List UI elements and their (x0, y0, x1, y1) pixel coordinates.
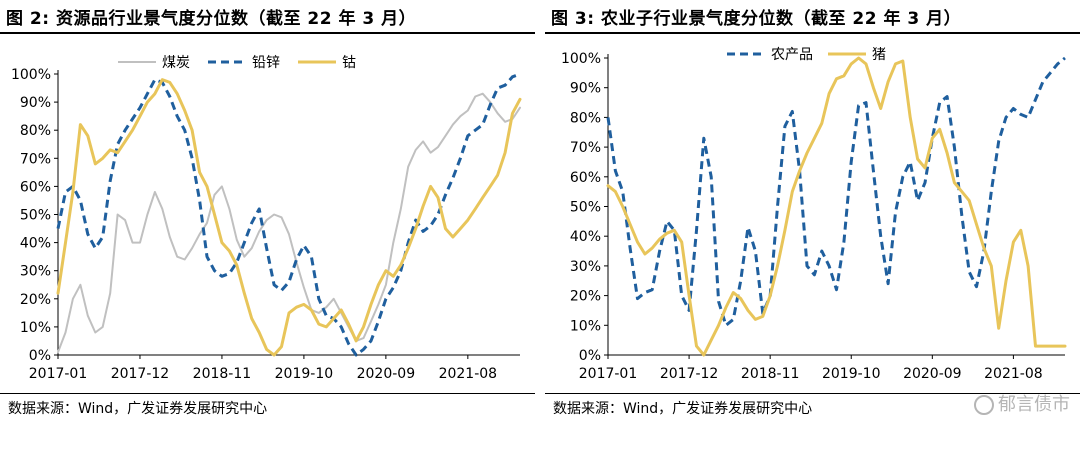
x-tick-label: 2017-01 (29, 366, 88, 382)
x-tick-label: 2019-10 (822, 366, 881, 382)
source-rule (0, 393, 535, 394)
x-tick-label: 2018-11 (193, 366, 252, 382)
y-tick-label: 40% (570, 229, 601, 245)
legend-label: 农产品 (771, 47, 813, 63)
y-tick-label: 10% (20, 320, 51, 336)
y-tick-label: 80% (570, 110, 601, 126)
y-tick-label: 30% (570, 259, 601, 275)
series-line-1 (606, 56, 1067, 357)
source-note: 数据来源：Wind，广发证券发展研究中心 (553, 401, 813, 417)
y-tick-label: 30% (20, 264, 51, 280)
chart-title: 图 3: 农业子行业景气度分位数（截至 22 年 3 月） (551, 9, 962, 29)
series-line-0 (57, 92, 521, 354)
y-tick-label: 60% (570, 170, 601, 186)
x-tick-label: 2021-08 (984, 366, 1043, 382)
legend-label: 铅锌 (252, 55, 280, 71)
watermark: 郁言债市 (974, 390, 1070, 416)
y-tick-label: 10% (570, 318, 601, 334)
watermark-text: 郁言债市 (998, 394, 1070, 415)
y-tick-label: 20% (570, 289, 601, 305)
y-tick-label: 80% (20, 123, 51, 139)
x-tick-label: 2018-11 (741, 366, 800, 382)
y-tick-label: 20% (20, 292, 51, 308)
y-tick-label: 50% (570, 200, 601, 216)
series-line-2 (56, 78, 522, 357)
series-line-1 (56, 72, 521, 357)
x-tick-label: 2020-09 (357, 366, 416, 382)
chart-resources: 0% 10% 20% 30% 40% 50% 60% 70% 80% 90% 100% 2017-01… (11, 55, 522, 382)
legend-label: 煤炭 (162, 55, 190, 71)
y-tick-label: 0% (29, 348, 51, 364)
y-tick-label: 70% (570, 140, 601, 156)
legend-label: 猪 (872, 47, 886, 63)
source-rule (545, 393, 1080, 394)
y-tick-label: 100% (561, 51, 601, 67)
chart-panel-agriculture: 图 3: 农业子行业景气度分位数（截至 22 年 3 月） 0% 10% 20% 30… (545, 0, 1080, 449)
x-tick-label: 2017-12 (660, 366, 719, 382)
legend-label: 钴 (342, 55, 356, 71)
y-tick-label: 90% (20, 95, 51, 111)
title-rule (545, 32, 1080, 34)
y-tick-label: 60% (20, 179, 51, 195)
y-tick-label: 90% (570, 81, 601, 97)
series-line-0 (606, 56, 1066, 327)
x-tick-label: 2019-10 (275, 366, 334, 382)
x-tick-label: 2021-08 (439, 366, 498, 382)
chart-title: 图 2: 资源品行业景气度分位数（截至 22 年 3 月） (6, 9, 417, 29)
y-tick-label: 70% (20, 151, 51, 167)
y-tick-label: 0% (579, 348, 601, 364)
y-tick-label: 40% (20, 236, 51, 252)
title-rule (0, 32, 535, 34)
x-tick-label: 2020-09 (903, 366, 962, 382)
x-tick-label: 2017-01 (579, 366, 638, 382)
source-note: 数据来源：Wind，广发证券发展研究中心 (8, 401, 268, 417)
y-tick-label: 50% (20, 208, 51, 224)
x-tick-label: 2017-12 (111, 366, 170, 382)
chart-agriculture: 0% 10% 20% 30% 40% 50% 60% 70% 80% 90% 100% 2017-01… (561, 47, 1067, 382)
wechat-icon (974, 395, 994, 415)
chart-panel-resources: 图 2: 资源品行业景气度分位数（截至 22 年 3 月） 0% 10% 20% 30… (0, 0, 535, 449)
y-tick-label: 100% (11, 67, 51, 83)
